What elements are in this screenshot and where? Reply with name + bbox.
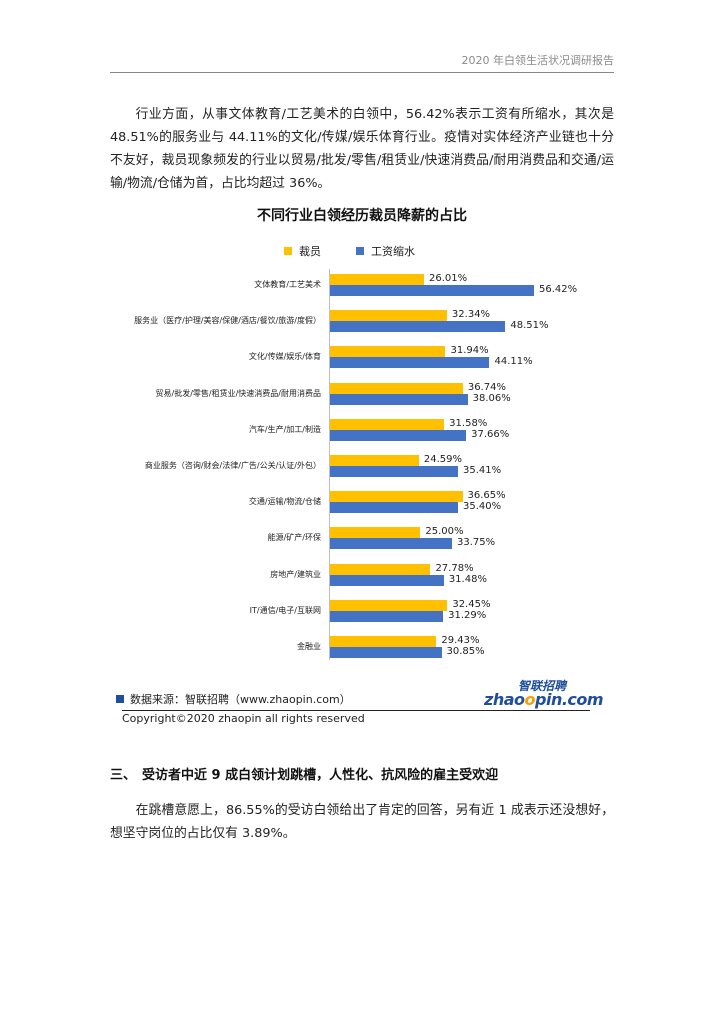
category-label: 汽车/生产/加工/制造 xyxy=(248,424,321,434)
data-label: 32.45% xyxy=(452,598,491,610)
data-label: 24.59% xyxy=(423,454,463,465)
data-label: 26.01% xyxy=(429,273,468,284)
logo-english: zhaoopin.com xyxy=(484,690,604,709)
bar-pay-cut xyxy=(330,285,534,296)
logo-en-o: o xyxy=(524,690,536,709)
data-label: 37.66% xyxy=(471,428,510,440)
data-label: 36.65% xyxy=(467,490,506,502)
data-label: 27.78% xyxy=(435,562,474,574)
bar-layoff xyxy=(330,491,463,503)
category-label: 贸易/批发/零售/租赁业/快速消费品/耐用消费品 xyxy=(155,388,321,398)
bar-pay-cut xyxy=(330,357,490,369)
bar-layoff xyxy=(330,599,448,611)
category-label: 能源/矿产/环保 xyxy=(267,533,321,543)
bar-pay-cut xyxy=(330,466,459,477)
copyright: Copyright©2020 zhaopin all rights reserv… xyxy=(122,710,590,725)
bar-pay-cut xyxy=(330,574,444,586)
chart-category-axis xyxy=(329,269,330,660)
data-label: 36.74% xyxy=(467,381,506,393)
bar-pay-cut xyxy=(330,429,467,441)
data-label: 32.34% xyxy=(451,309,491,321)
bar-pay-cut xyxy=(330,393,468,405)
bar-layoff xyxy=(330,274,425,285)
bar-layoff xyxy=(330,455,419,466)
source-marker xyxy=(116,695,124,703)
bar-layoff xyxy=(330,418,445,430)
source-text: 数据来源：智联招聘（www.zhaopin.com） xyxy=(130,693,351,706)
data-label: 31.94% xyxy=(450,345,489,357)
data-label: 31.48% xyxy=(448,573,487,585)
bar-layoff xyxy=(330,310,447,322)
category-label: 文体教育/工艺美术 xyxy=(254,280,321,289)
section-title: 受访者中近 9 成白领计划跳槽，人性化、抗风险的雇主受欢迎 xyxy=(142,768,499,783)
logo-en-part1: zhao xyxy=(484,690,525,709)
data-label: 31.29% xyxy=(448,609,487,621)
data-label: 35.41% xyxy=(463,465,502,476)
legend-swatch-pay-cut xyxy=(356,247,364,255)
data-label: 30.85% xyxy=(446,646,485,657)
bar-pay-cut xyxy=(330,538,453,550)
legend-label-pay-cut: 工资缩水 xyxy=(371,245,415,258)
data-label: 56.42% xyxy=(539,284,578,295)
data-label: 44.11% xyxy=(494,356,533,368)
bar-layoff xyxy=(330,346,446,358)
zhaopin-logo: 智联招聘 zhaoopin.com xyxy=(484,677,604,709)
data-label: 25.00% xyxy=(425,526,464,538)
chart-title: 不同行业白领经历裁员降薪的占比 xyxy=(257,208,467,224)
bar-layoff xyxy=(330,382,463,394)
paragraph-industry: 行业方面，从事文体教育/工艺美术的白领中，56.42%表示工资有所缩水，其次是4… xyxy=(110,107,614,191)
bar-pay-cut xyxy=(330,610,444,622)
data-source: 数据来源：智联招聘（www.zhaopin.com） xyxy=(116,691,351,707)
bar-layoff xyxy=(330,636,437,647)
category-label: 房地产/建筑业 xyxy=(270,569,321,579)
bar-pay-cut xyxy=(330,321,506,333)
category-label: 商业服务（咨询/财会/法律/广告/公关/认证/外包） xyxy=(144,461,321,470)
section-heading: 三、 受访者中近 9 成白领计划跳槽，人性化、抗风险的雇主受欢迎 xyxy=(110,764,498,783)
page-header: 2020 年白领生活状况调研报告 xyxy=(461,54,615,67)
legend-label-layoff: 裁员 xyxy=(299,245,321,258)
bar-pay-cut xyxy=(330,502,458,514)
header-divider xyxy=(110,72,614,73)
category-label: IT/通信/电子/互联网 xyxy=(249,605,321,615)
bar-pay-cut xyxy=(330,647,442,658)
bar-layoff xyxy=(330,563,431,575)
data-label: 38.06% xyxy=(472,392,511,404)
data-label: 31.58% xyxy=(449,417,488,429)
data-label: 48.51% xyxy=(510,320,549,332)
legend-item-layoff: 裁员 xyxy=(284,243,321,259)
logo-chinese: 智联招聘 xyxy=(518,679,567,693)
paragraph-job-hopping: 在跳槽意愿上，86.55%的受访白领给出了肯定的回答，另有近 1 成表示还没想好… xyxy=(110,803,614,841)
section-number: 三、 xyxy=(110,768,137,783)
category-label: 金融业 xyxy=(297,642,321,651)
category-label: 服务业（医疗/护理/美容/保健/酒店/餐饮/旅游/度假） xyxy=(134,316,321,326)
category-label: 交通/运输/物流/仓储 xyxy=(248,497,321,507)
logo-en-part2: pin.com xyxy=(535,690,604,709)
bar-layoff xyxy=(330,527,421,539)
data-label: 29.43% xyxy=(441,635,480,646)
legend-swatch-layoff xyxy=(284,247,292,255)
data-label: 33.75% xyxy=(457,537,496,549)
data-label: 35.40% xyxy=(462,501,502,513)
category-label: 文化/传媒/娱乐/体育 xyxy=(248,352,321,362)
legend-item-pay-cut: 工资缩水 xyxy=(356,243,415,259)
